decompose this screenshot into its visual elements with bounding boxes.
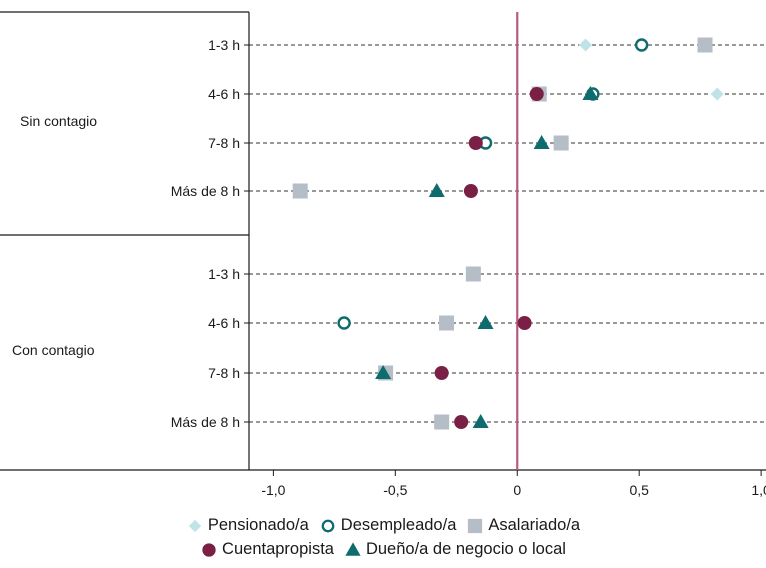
point-cuentapropista <box>454 415 469 429</box>
circle-open-icon <box>321 519 335 533</box>
point-cuentapropista <box>517 316 532 330</box>
point-due-o-a-de-negocio-o-local <box>533 135 550 149</box>
row-labels: 1-3 h 4-6 h 7-8 h Más de 8 h Sin contagio 1-3… <box>12 37 240 430</box>
legend-label: Dueño/a de negocio o local <box>365 539 566 558</box>
diamond-icon <box>188 519 202 533</box>
point-asalariado-a <box>292 183 308 199</box>
grid-lines <box>249 44 766 423</box>
point-asalariado-a <box>697 37 713 53</box>
legend-marker <box>468 518 483 534</box>
legend-label: Pensionado/a <box>207 515 309 534</box>
point-cuentapropista <box>463 184 478 198</box>
legend-item: Cuentapropista <box>200 540 334 559</box>
row-label: 7-8 h <box>208 365 240 381</box>
triangle-icon <box>345 542 361 556</box>
point-due-o-a-de-negocio-o-local <box>472 414 489 428</box>
row-label: 1-3 h <box>208 266 240 282</box>
row-label: Más de 8 h <box>171 414 240 430</box>
row-label: Más de 8 h <box>171 183 240 199</box>
point-due-o-a-de-negocio-o-local <box>428 183 445 197</box>
legend-item: Pensionado/a <box>186 516 309 535</box>
point-cuentapropista <box>468 136 483 150</box>
x-tick-label: 1,0 <box>751 482 766 498</box>
circle-icon <box>202 543 216 557</box>
legend-item: Desempleado/a <box>319 515 457 535</box>
legend-marker <box>345 542 361 556</box>
x-axis-ticks: -1,0 -0,5 0 0,5 1,0 <box>261 470 766 498</box>
point-desempleado-a <box>634 38 649 52</box>
point-due-o-a-de-negocio-o-local <box>375 365 392 379</box>
x-tick-label: -0,5 <box>383 482 407 498</box>
square-icon <box>468 518 483 534</box>
legend-marker <box>321 519 335 533</box>
point-pensionado-a <box>710 87 724 101</box>
row-label: 7-8 h <box>208 135 240 151</box>
legend-row-1: Pensionado/a Desempleado/a Asalariado/a <box>0 513 766 537</box>
point-asalariado-a <box>434 414 450 430</box>
point-due-o-a-de-negocio-o-local <box>582 86 599 100</box>
legend-label: Cuentapropista <box>222 539 334 558</box>
row-label: 4-6 h <box>208 315 240 331</box>
point-due-o-a-de-negocio-o-local <box>477 315 494 329</box>
dot-plot: 1-3 h 4-6 h 7-8 h Más de 8 h Sin contagio 1-3… <box>0 11 766 498</box>
legend-item: Asalariado/a <box>466 516 580 535</box>
group-label: Sin contagio <box>20 113 97 129</box>
point-cuentapropista <box>434 366 449 380</box>
row-label: 4-6 h <box>208 86 240 102</box>
x-tick-label: 0 <box>513 482 521 498</box>
point-desempleado-a <box>337 316 351 330</box>
point-cuentapropista <box>529 87 544 101</box>
legend: Pensionado/a Desempleado/a Asalariado/a Cu… <box>0 513 766 561</box>
data-points <box>292 37 724 430</box>
row-label: 1-3 h <box>208 37 240 53</box>
legend-marker <box>202 543 216 557</box>
x-tick-label: -1,0 <box>261 482 285 498</box>
legend-label: Desempleado/a <box>340 515 457 534</box>
legend-row-2: Cuentapropista Dueño/a de negocio o local <box>0 537 766 561</box>
point-asalariado-a <box>465 266 481 282</box>
point-asalariado-a <box>439 315 455 331</box>
legend-item: Dueño/a de negocio o local <box>344 540 566 559</box>
legend-marker <box>188 519 202 533</box>
axes-frame <box>0 11 766 471</box>
legend-label: Asalariado/a <box>488 515 581 534</box>
point-pensionado-a <box>579 38 593 52</box>
point-asalariado-a <box>553 135 569 151</box>
group-label: Con contagio <box>12 342 95 358</box>
x-tick-label: 0,5 <box>629 482 649 498</box>
